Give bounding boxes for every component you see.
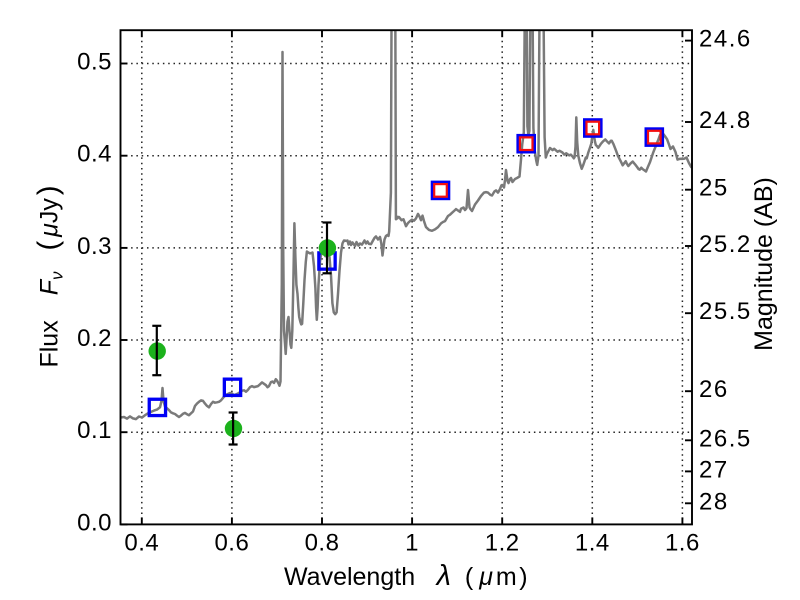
svg-text:1.2: 1.2 xyxy=(485,530,520,557)
svg-text:27: 27 xyxy=(699,456,729,483)
svg-text:25.2: 25.2 xyxy=(699,231,752,258)
svg-text:0.8: 0.8 xyxy=(305,530,340,557)
svg-text:24.8: 24.8 xyxy=(699,107,752,134)
svg-text:0.2: 0.2 xyxy=(77,325,112,352)
svg-text:0.3: 0.3 xyxy=(77,233,112,260)
svg-text:0.1: 0.1 xyxy=(77,417,112,444)
svg-text:0.4: 0.4 xyxy=(124,530,159,557)
svg-text:24.6: 24.6 xyxy=(699,26,752,53)
svg-text:26: 26 xyxy=(699,376,729,403)
svg-text:0.6: 0.6 xyxy=(214,530,249,557)
svg-text:1.6: 1.6 xyxy=(665,530,700,557)
svg-text:28: 28 xyxy=(699,488,729,515)
svg-text:1: 1 xyxy=(405,530,419,557)
svg-text:0.4: 0.4 xyxy=(77,141,112,168)
svg-text:0.0: 0.0 xyxy=(77,509,112,536)
svg-text:25.5: 25.5 xyxy=(699,298,752,325)
svg-text:25: 25 xyxy=(699,175,729,202)
svg-text:26.5: 26.5 xyxy=(699,425,752,452)
svg-text:Magnitude (AB): Magnitude (AB) xyxy=(750,177,778,351)
svg-text:1.4: 1.4 xyxy=(575,530,610,557)
svg-text:0.5: 0.5 xyxy=(77,49,112,76)
svg-text:FluxFν(μJy): FluxFν(μJy) xyxy=(33,185,67,367)
